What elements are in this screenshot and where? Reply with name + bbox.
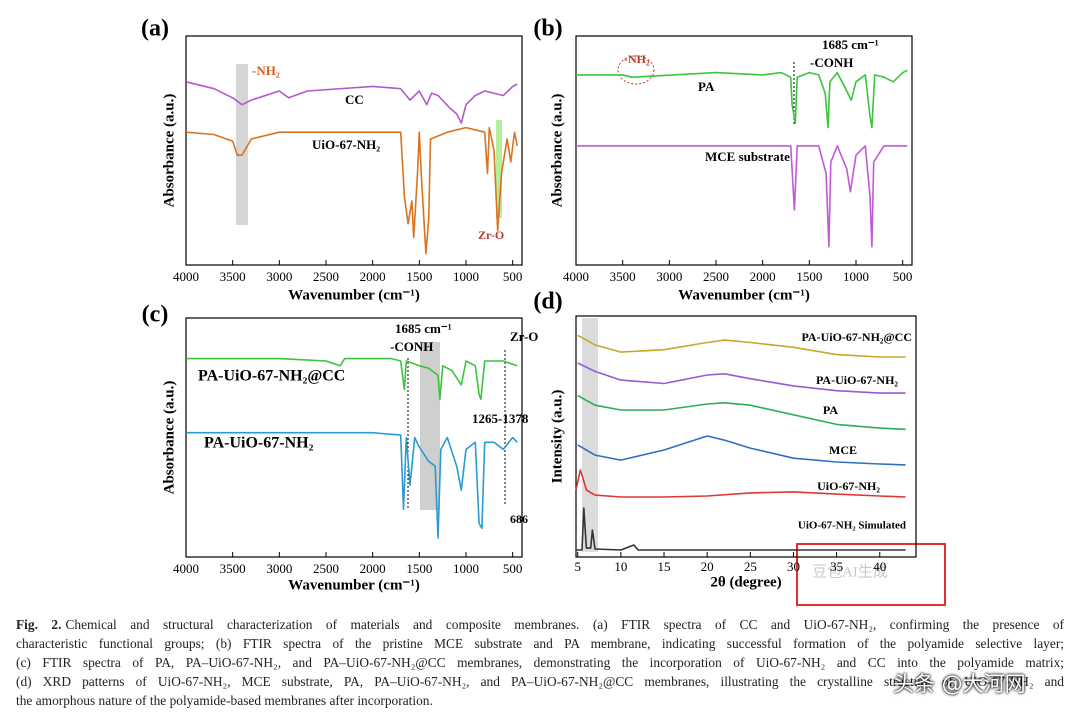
x-tick-label: 1000 xyxy=(843,269,869,284)
x-tick-label: 1500 xyxy=(406,269,432,284)
spectrum-line xyxy=(186,357,518,401)
x-tick-label: 25 xyxy=(744,559,757,574)
x-axis-label: Wavenumber (cm⁻¹) xyxy=(288,577,420,593)
series-label: PA-UiO-67-NH₂@CC xyxy=(198,368,345,385)
watermark-box xyxy=(796,543,946,606)
caption: Fig. 2. Chemical and structural character… xyxy=(16,615,1064,710)
highlight-band xyxy=(496,120,502,218)
annotation: 1265-1378 xyxy=(472,411,529,426)
caption-line: Fig. 2. Chemical and structural character… xyxy=(16,615,1064,634)
panel-label: (c) xyxy=(142,302,169,328)
watermark: 豆包AI生成 xyxy=(812,563,888,580)
annotation: -NH₂ xyxy=(252,63,280,78)
spectrum-line xyxy=(186,431,518,539)
highlight-band xyxy=(236,64,248,225)
x-tick-label: 3000 xyxy=(266,269,292,284)
spectrum-line xyxy=(575,469,906,498)
x-axis-label: 2θ (degree) xyxy=(710,574,781,590)
annotation: 1685 cm⁻¹ xyxy=(395,321,452,336)
spectrum-line xyxy=(577,394,906,431)
spectrum-line xyxy=(576,145,908,248)
spectrum-line xyxy=(576,507,906,551)
x-axis-label: Wavenumber (cm⁻¹) xyxy=(288,287,420,303)
spectrum-line xyxy=(576,69,908,129)
x-tick-label: 35 xyxy=(830,559,843,574)
series-label: PA-UiO-67-NH₂@CC xyxy=(801,330,912,344)
watermark: 头条 @大河网 xyxy=(893,672,1026,696)
spectrum-line xyxy=(577,334,906,358)
series-label: MCE xyxy=(829,443,857,457)
x-tick-label: 40 xyxy=(873,559,886,574)
annotation: Zr-O xyxy=(510,329,538,344)
spectrum-line xyxy=(185,126,519,255)
x-tick-label: 2500 xyxy=(703,269,729,284)
plot-frame xyxy=(575,35,913,266)
x-tick-label: 1000 xyxy=(453,269,479,284)
caption-line: the amorphous nature of the polyamide-ba… xyxy=(16,693,433,708)
x-tick-label: 3500 xyxy=(220,269,246,284)
x-tick-label: 500 xyxy=(893,269,913,284)
x-tick-label: 10 xyxy=(614,559,627,574)
x-tick-label: 3500 xyxy=(220,561,246,576)
annotation: Zr-O xyxy=(478,228,504,242)
x-tick-label: 500 xyxy=(503,269,523,284)
annotation: -NH₂ xyxy=(624,52,650,66)
caption-label: Fig. 2. xyxy=(16,617,62,632)
annotation: 1685 cm⁻¹ xyxy=(822,37,879,52)
caption-line: characteristic functional groups; (b) FT… xyxy=(16,636,1064,651)
series-label: CC xyxy=(345,92,364,107)
highlight-band xyxy=(582,318,598,552)
x-tick-label: 4000 xyxy=(173,269,199,284)
series-label: UiO-67-NH₂ xyxy=(817,479,880,493)
spectrum-line xyxy=(577,435,906,466)
spectrum-line xyxy=(577,362,906,394)
x-tick-label: 500 xyxy=(503,561,523,576)
series-label: UiO-67-NH₂ xyxy=(312,137,380,152)
series-label: PA-UiO-67-NH₂ xyxy=(816,373,898,387)
x-tick-label: 2500 xyxy=(313,269,339,284)
plot-frame xyxy=(185,317,523,558)
panel-label: (d) xyxy=(533,289,562,315)
series-label: MCE substrate xyxy=(705,149,790,164)
x-tick-label: 1500 xyxy=(406,561,432,576)
x-tick-label: 15 xyxy=(658,559,671,574)
panel-label: (a) xyxy=(141,16,169,42)
x-tick-label: 2000 xyxy=(750,269,776,284)
annotation: 686 xyxy=(510,512,528,526)
y-axis-label: Intensity (a.u.) xyxy=(549,390,565,484)
x-axis-label: Wavenumber (cm⁻¹) xyxy=(678,287,810,303)
series-label: PA xyxy=(823,403,838,417)
x-tick-label: 2000 xyxy=(360,561,386,576)
series-label: PA-UiO-67-NH₂ xyxy=(204,435,314,452)
plot-frame xyxy=(575,315,917,558)
x-tick-label: 4000 xyxy=(173,561,199,576)
caption-line: (c) FTIR spectra of PA, PA–UiO-67-NH₂, a… xyxy=(16,655,1064,670)
x-tick-label: 30 xyxy=(787,559,800,574)
x-tick-label: 4000 xyxy=(563,269,589,284)
figure: 豆包AI生成 (a) Absorbance (a.u.) Wavenumber (c… xyxy=(141,16,946,606)
annotation: -CONH xyxy=(390,339,433,354)
x-tick-label: 3000 xyxy=(266,561,292,576)
x-tick-label: 20 xyxy=(701,559,714,574)
x-tick-label: 1000 xyxy=(453,561,479,576)
series-label: PA xyxy=(698,79,715,94)
x-tick-label: 1500 xyxy=(796,269,822,284)
caption-line: (d) XRD patterns of UiO-67-NH₂, MCE subs… xyxy=(16,674,1064,689)
panel-label: (b) xyxy=(533,16,562,42)
y-axis-label: Absorbance (a.u.) xyxy=(161,381,177,495)
annotation: -CONH xyxy=(810,55,853,70)
plot-frame xyxy=(185,35,523,266)
x-tick-label: 2500 xyxy=(313,561,339,576)
y-axis-label: Absorbance (a.u.) xyxy=(549,94,565,208)
caption-text: Chemical and structural characterization… xyxy=(65,617,1064,632)
series-label: UiO-67-NH₂ Simulated xyxy=(798,520,906,532)
spectrum-line xyxy=(185,81,518,124)
x-tick-label: 3000 xyxy=(656,269,682,284)
marker-circle xyxy=(617,55,655,85)
x-tick-label: 5 xyxy=(574,559,581,574)
y-axis-label: Absorbance (a.u.) xyxy=(161,94,177,208)
x-tick-label: 3500 xyxy=(610,269,636,284)
x-tick-label: 2000 xyxy=(360,269,386,284)
